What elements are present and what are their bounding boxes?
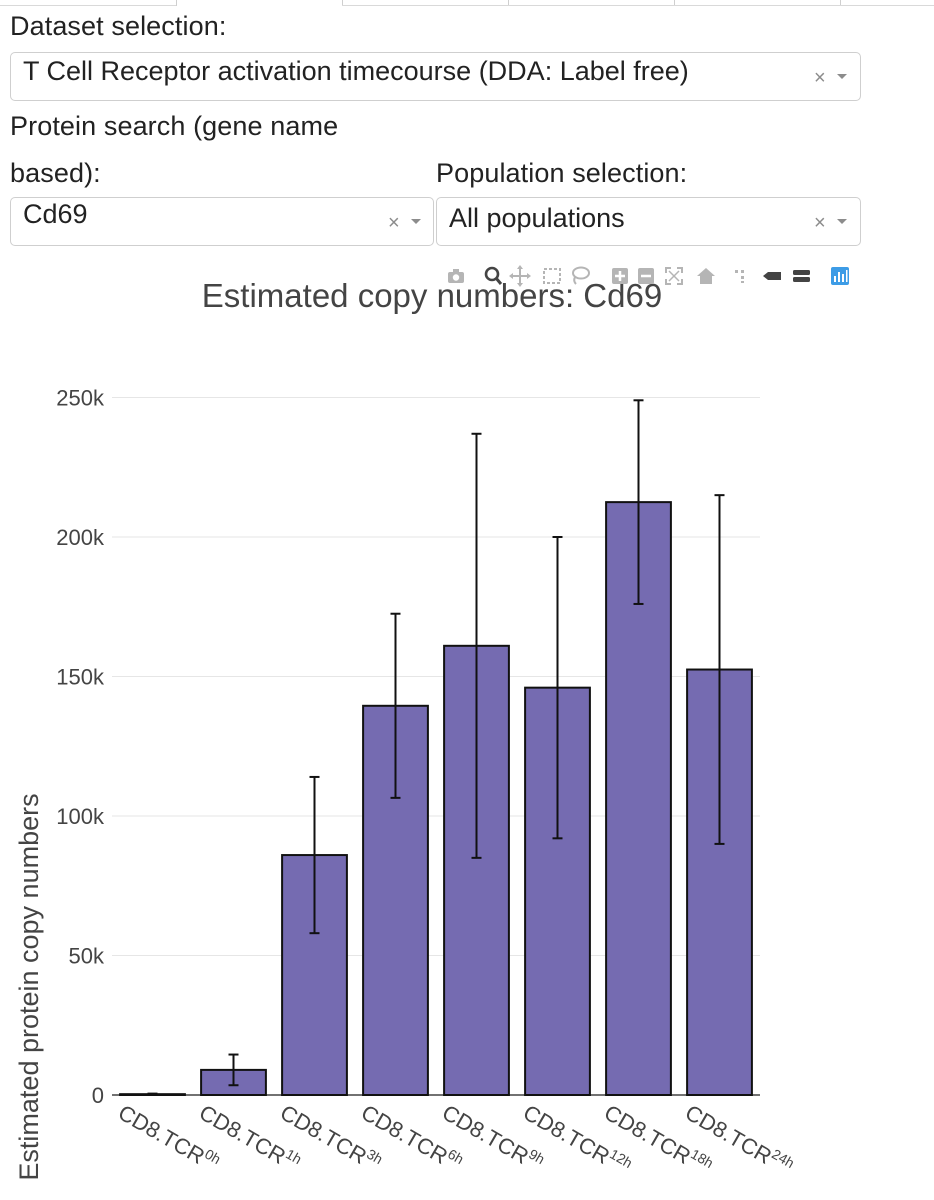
autoscale-icon[interactable] — [663, 264, 685, 288]
dataset-select[interactable]: T Cell Receptor activation timecourse (D… — [10, 52, 861, 101]
tab-underline — [0, 5, 176, 6]
protein-search-select[interactable]: Cd69 × — [10, 197, 434, 246]
zoom-out-icon[interactable] — [635, 264, 657, 288]
bars — [119, 501, 753, 1097]
lasso-select-icon[interactable] — [569, 264, 591, 288]
plotly-logo-icon[interactable] — [829, 264, 851, 288]
tab-divider — [176, 0, 177, 6]
population-clear-icon[interactable]: × — [814, 212, 826, 234]
y-axis-title: Estimated protein copy numbers — [14, 793, 44, 1180]
population-select-value: All populations — [449, 203, 625, 233]
protein-search-label-line1: Protein search (gene name — [10, 111, 339, 141]
y-tick-label: 0 — [92, 1083, 104, 1108]
tab-divider — [674, 0, 675, 6]
x-tick-labels: CD8.TCR0hCD8.TCR1hCD8.TCR3hCD8.TCR6hCD8.… — [114, 1098, 797, 1181]
dataset-select-value: T Cell Receptor activation timecourse (D… — [23, 56, 689, 86]
y-tick-label: 250k — [56, 386, 105, 411]
pan-icon[interactable] — [509, 264, 531, 288]
dataset-clear-icon[interactable]: × — [814, 67, 826, 89]
y-tick-label: 200k — [56, 525, 105, 550]
box-select-icon[interactable] — [541, 264, 563, 288]
population-selection-label: Population selection: — [436, 158, 688, 188]
tab-divider — [840, 0, 841, 6]
protein-search-value: Cd69 — [23, 199, 88, 229]
protein-clear-icon[interactable]: × — [388, 212, 400, 234]
tab-strip — [0, 0, 934, 6]
zoom-icon[interactable] — [482, 264, 504, 288]
tab-divider — [342, 0, 343, 6]
copy-number-chart: 0 50k 100k 150k 200k 250k CD8.TCR0hCD8.TCR1hC… — [14, 277, 797, 1181]
x-tick-label: CD8.TCR24h — [681, 1098, 797, 1181]
hover-compare-icon[interactable] — [790, 264, 812, 288]
tab-divider — [508, 0, 509, 6]
protein-search-label-line2: based): — [10, 158, 101, 188]
reset-axes-icon[interactable] — [695, 264, 717, 288]
spike-lines-icon[interactable] — [730, 264, 752, 288]
tab-underline — [342, 5, 934, 6]
y-tick-label: 150k — [56, 665, 105, 690]
chevron-down-icon[interactable] — [837, 219, 847, 224]
camera-icon[interactable] — [445, 264, 467, 288]
dataset-selection-label: Dataset selection: — [10, 11, 227, 41]
y-tick-label: 100k — [56, 804, 105, 829]
population-select[interactable]: All populations × — [436, 197, 861, 246]
error-bars — [147, 399, 725, 1096]
chevron-down-icon[interactable] — [411, 219, 421, 224]
chevron-down-icon[interactable] — [837, 74, 847, 79]
chart-title: Estimated copy numbers: Cd69 — [202, 277, 662, 314]
plot-modebar — [445, 264, 855, 290]
y-tick-label: 50k — [69, 944, 105, 969]
hover-closest-icon[interactable] — [761, 264, 783, 288]
y-tick-labels: 0 50k 100k 150k 200k 250k — [56, 386, 105, 1109]
zoom-in-icon[interactable] — [609, 264, 631, 288]
